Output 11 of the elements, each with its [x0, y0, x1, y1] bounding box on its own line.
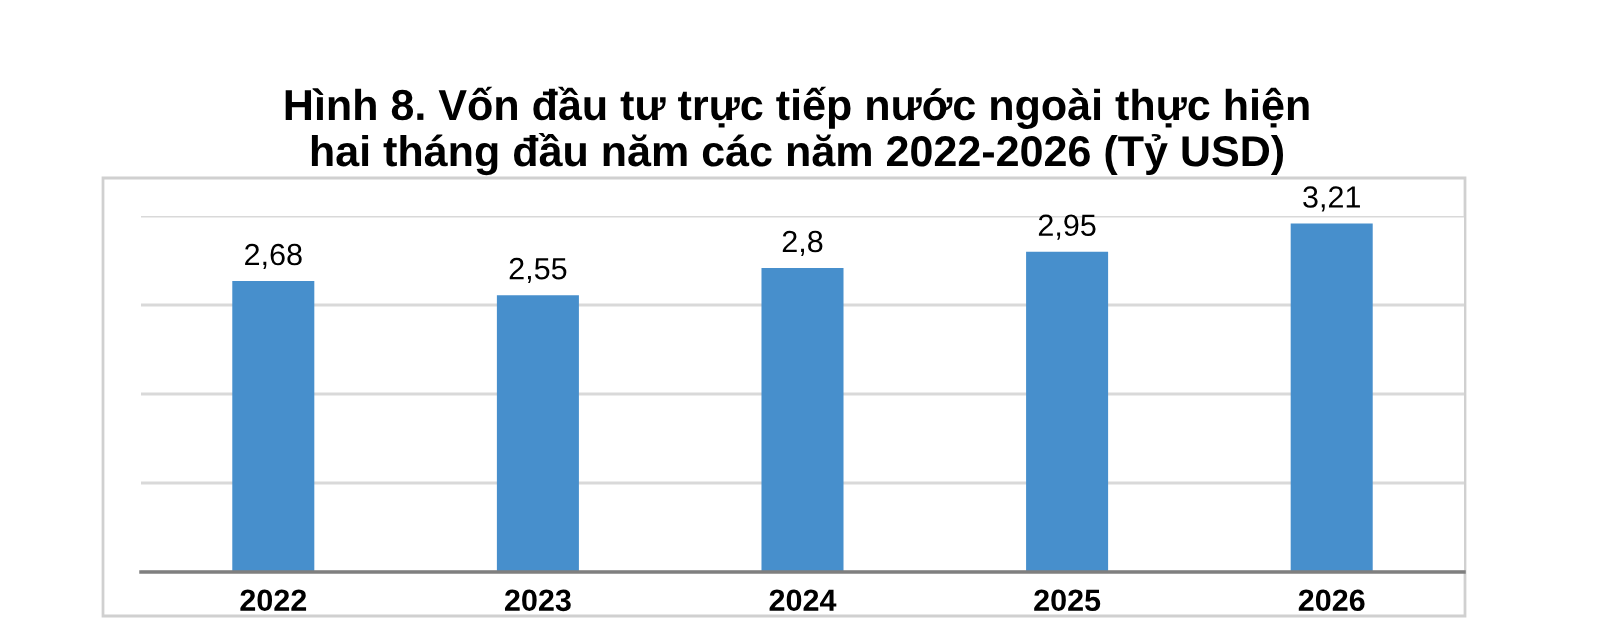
chart-title: Hình 8. Vốn đầu tư trực tiếp nước ngoài thực hiện hai tháng đầu năm các năm 2022-2026 (Tỷ USD) [285, 86, 1309, 176]
data-label: 2,8 [782, 230, 823, 256]
x-tick-label: 2026 [1298, 589, 1365, 612]
x-tick-label: 2022 [240, 589, 307, 612]
x-tick-label: 2025 [1034, 589, 1101, 612]
x-tick-label: 2023 [504, 589, 571, 612]
data-label: 2,95 [1038, 214, 1096, 240]
data-label: 2,55 [509, 257, 567, 284]
data-label: 3,21 [1303, 186, 1360, 212]
x-tick-label: 2024 [769, 589, 837, 612]
data-label: 2,68 [245, 243, 302, 269]
